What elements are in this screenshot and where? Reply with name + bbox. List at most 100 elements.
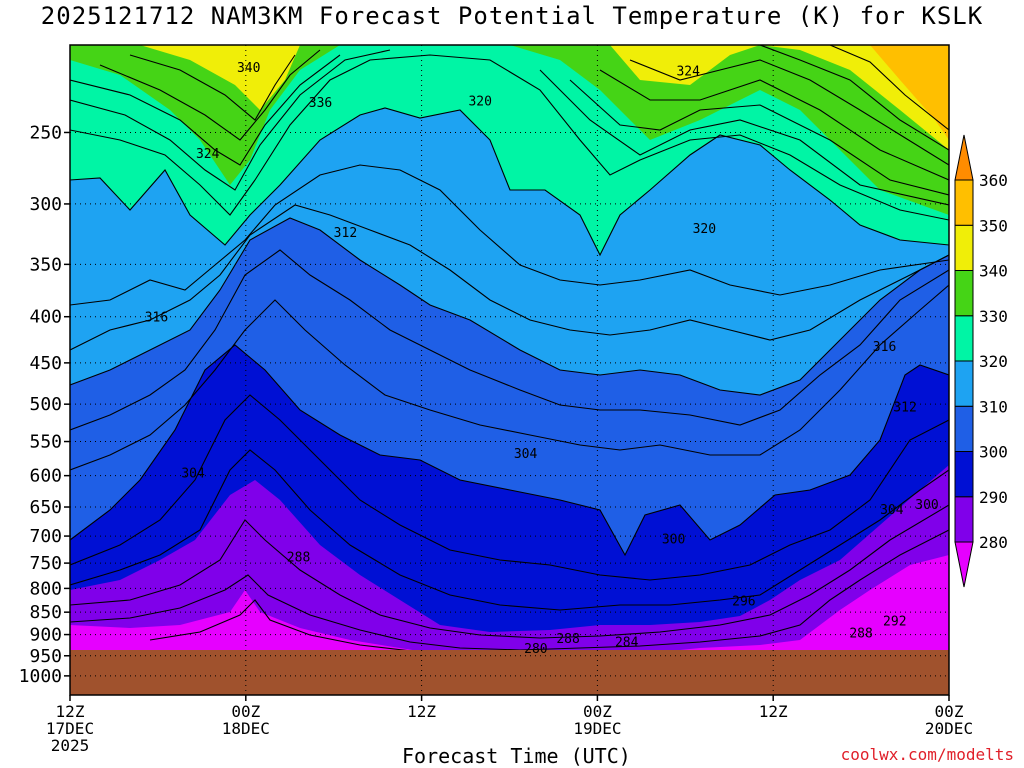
contour-label-324: 324 [676,65,700,80]
x-tick-label: 00Z [583,702,612,721]
contour-label-300: 300 [915,498,938,513]
y-tick-label: 600 [29,466,62,487]
contour-320 [70,107,949,257]
x-tick-label: 17DEC [46,719,94,738]
y-axis: 2503003504004505005506006507007508008509… [19,122,70,687]
contour-lines [70,45,949,657]
x-tick-label: 2025 [51,736,90,755]
x-tick-label: 00Z [935,702,964,721]
contour-label-304: 304 [181,467,205,482]
contour-label-300: 300 [662,532,685,547]
colorbar-segment [954,360,974,407]
filled-contours [70,45,949,695]
y-tick-label: 500 [29,394,62,415]
contour-324 [70,54,949,221]
contour-336 [99,49,321,141]
contour-label-288: 288 [556,632,579,647]
y-tick-label: 900 [29,625,62,646]
contour-328b [539,69,949,206]
chart-title: 2025121712 NAM3KM Forecast Potential Tem… [40,2,984,30]
contour-340 [129,54,296,121]
contour-label-312: 312 [893,400,916,415]
contour-332b [569,79,949,196]
contour-316 [70,164,949,306]
contour-280 [149,599,481,657]
y-tick-label: 650 [29,497,62,518]
contour-308 [70,249,949,431]
y-tick-label: 950 [29,646,62,667]
contour-328 [70,49,391,191]
contour-label-288: 288 [849,626,872,641]
contour-label-280: 280 [524,642,547,657]
colorbar-segment [954,179,974,226]
colorbar-segment [954,224,974,271]
colorbar-low-arrow [954,541,974,588]
colorbar-tick-label: 320 [979,352,1008,371]
contour-label-296: 296 [732,594,755,609]
contour-300 [70,344,949,557]
contour-label-304: 304 [880,503,904,518]
colorbar-high-arrow [954,134,974,181]
colorbar-tick-label: 340 [979,262,1008,281]
contour-label-284: 284 [615,635,639,650]
contour-label-312: 312 [334,226,357,241]
y-tick-label: 850 [29,602,62,623]
contour-296 [70,394,949,581]
contour-label-304: 304 [514,447,538,462]
colorbar-tick-label: 360 [979,171,1008,190]
colorbar-tick-label: 290 [979,488,1008,507]
x-axis-title: Forecast Time (UTC) [402,744,631,768]
x-tick-label: 18DEC [222,719,270,738]
colorbar-tick-label: 280 [979,533,1008,552]
contour-labels: 340 336 324 324 320 312 320 316 316 312 304 304 300 3… [145,61,939,657]
contour-label-316: 316 [873,340,896,355]
colorbar-tick-label: 330 [979,307,1008,326]
colorbar-segment [954,451,974,498]
x-tick-label: 12Z [759,702,788,721]
contour-label-336: 336 [309,96,332,111]
contour-288 [70,504,949,639]
y-tick-label: 400 [29,307,62,328]
y-tick-label: 450 [29,353,62,374]
contour-label-324: 324 [196,147,220,162]
contour-336b [599,69,949,181]
colorbar-segment [954,496,974,543]
y-tick-label: 1000 [19,666,62,687]
contour-312 [70,217,949,396]
contour-label-292: 292 [883,614,906,629]
contour-label-320: 320 [468,94,491,109]
contour-292 [70,449,949,611]
x-tick-label: 12Z [56,702,85,721]
contour-340b [629,59,949,166]
contour-344 [759,45,949,151]
plot-frame [69,44,950,696]
colorbar-segment [954,270,974,317]
colorbar-segment [954,315,974,362]
y-tick-label: 300 [29,194,62,215]
colorbar: 280 290 300 310 320 330 340 350 360 [954,134,1008,588]
y-tick-label: 800 [29,578,62,599]
colorbar-tick-label: 350 [979,216,1008,235]
y-tick-label: 750 [29,553,62,574]
x-tick-label: 00Z [231,702,260,721]
ground-area [70,650,949,695]
y-tick-label: 550 [29,432,62,453]
y-tick-label: 250 [29,122,62,143]
x-tick-label: 12Z [407,702,436,721]
contour-label-316: 316 [145,311,168,326]
contour-332 [70,54,341,166]
x-tick-label: 20DEC [925,719,973,738]
contour-label-340: 340 [237,61,260,76]
x-tick-label: 19DEC [573,719,621,738]
contour-label-320: 320 [693,222,716,237]
contour-348 [829,45,949,131]
contour-284 [70,529,949,651]
credit-link[interactable]: coolwx.com/modelts [840,745,1014,764]
contour-316b [70,204,949,351]
colorbar-segment [954,405,974,452]
y-tick-label: 700 [29,526,62,547]
colorbar-tick-label: 310 [979,397,1008,416]
colorbar-tick-label: 300 [979,443,1008,462]
